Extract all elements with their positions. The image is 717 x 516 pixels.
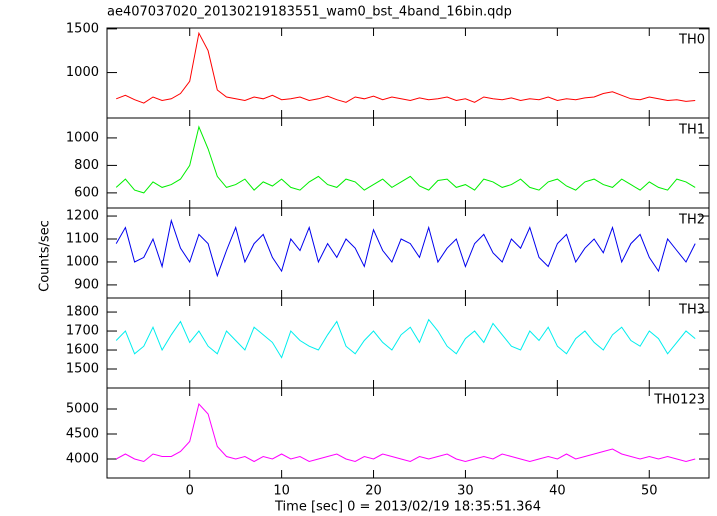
x-tick-label: 50: [641, 484, 658, 499]
y-tick-label: 1100: [66, 231, 99, 246]
y-tick-label: 4500: [66, 427, 99, 442]
x-tick-label: 20: [365, 484, 382, 499]
y-tick-label: 1800: [66, 305, 99, 320]
y-tick-label: 1000: [66, 130, 99, 145]
y-tick-label: 4000: [66, 452, 99, 467]
y-tick-label: 1000: [66, 254, 99, 269]
y-tick-label: 1700: [66, 324, 99, 339]
y-tick-label: 900: [74, 277, 99, 292]
light-curve: [115, 218, 696, 278]
panel-frame: [106, 297, 710, 389]
y-tick-label: 600: [74, 185, 99, 200]
panel-frame: [106, 207, 710, 299]
light-curve: [116, 31, 696, 104]
x-tick-label: 30: [457, 484, 474, 499]
y-tick-label: 1600: [66, 343, 99, 358]
panel-label: TH0: [678, 33, 705, 48]
light-curve: [115, 402, 696, 463]
y-axis-label: Counts/sec: [38, 220, 53, 292]
light-curve: [115, 125, 696, 194]
x-tick-label: 40: [549, 484, 566, 499]
panel-frame: [106, 387, 710, 479]
y-tick-label: 1500: [66, 21, 99, 36]
y-tick-label: 800: [74, 158, 99, 173]
y-tick-label: 1200: [66, 209, 99, 224]
x-tick-label: 0: [186, 484, 194, 499]
panel-label: TH0123: [653, 393, 705, 408]
panel-label: TH2: [678, 213, 705, 228]
y-tick-label: 1500: [66, 362, 99, 377]
y-tick-label: 5000: [66, 402, 99, 417]
light-curve: [115, 318, 696, 359]
y-tick-label: 1000: [66, 65, 99, 80]
chart-title: ae407037020_20130219183551_wam0_bst_4ban…: [107, 5, 512, 20]
panel-label: TH3: [678, 303, 705, 318]
panel-label: TH1: [678, 123, 705, 138]
x-axis-label: Time [sec] 0 = 2013/02/19 18:35:51.364: [274, 500, 541, 515]
x-tick-label: 10: [273, 484, 290, 499]
